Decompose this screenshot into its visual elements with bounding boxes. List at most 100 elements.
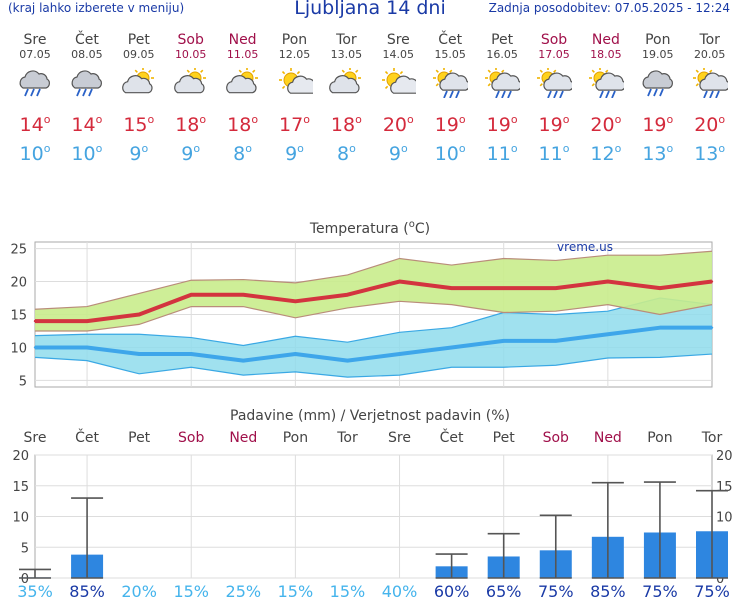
temperature-chart: Temperatura (oC) 5 10 15 20 25 vreme.us (10, 219, 714, 389)
precip-probability-label: 85% (590, 582, 626, 601)
day-date: 13.05 (330, 48, 363, 61)
data-point-min (242, 359, 245, 362)
data-point-min (294, 352, 297, 356)
min-temperature: 9o (285, 142, 304, 165)
day-name: Tor (699, 32, 720, 48)
min-temperature: 8o (336, 142, 356, 165)
day-name: Pon (281, 32, 308, 48)
data-point-max (242, 293, 245, 296)
precip-probability-label: 75% (538, 582, 574, 601)
series-line-max (35, 279, 713, 324)
day-column: Sob 10.05 18o 9o (165, 32, 217, 166)
data-point-max (398, 280, 401, 283)
day-date: 08.05 (71, 48, 103, 61)
day-column: Pon 12.05 17o 9o (269, 32, 321, 166)
y-tick-label: 20 (10, 276, 27, 291)
day-date: 12.05 (278, 48, 311, 61)
day-column: Sre 07.05 14o 10o (9, 32, 61, 166)
x-tick-label: Pet (128, 430, 151, 446)
sun-cloud-rain-icon (692, 67, 730, 99)
max-temperature: 20o (694, 113, 726, 136)
day-name: Pon (645, 32, 671, 48)
min-temperature: 11o (486, 142, 518, 165)
min-temperature: 9o (388, 142, 408, 165)
y-tick-label: 15 (10, 309, 27, 324)
data-point-min (85, 346, 89, 349)
y-tick-label: 5 (19, 374, 27, 389)
day-column: Tor 20.05 20o 13o (684, 32, 736, 166)
series-line-min (35, 325, 712, 363)
x-tick-label: Čet (75, 428, 99, 446)
precip-probability-label: 35% (17, 582, 53, 601)
sun-cloud-rain-icon (433, 67, 470, 99)
day-column: Čet 15.05 19o 10o (424, 32, 476, 166)
day-name: Ned (228, 32, 257, 48)
y-tick-label-right: 0 (716, 572, 724, 587)
data-point-max (346, 293, 349, 296)
y-tick-label-left: 10 (12, 511, 29, 526)
range-upper-min (34, 297, 713, 347)
max-temperature: 19o (434, 113, 466, 136)
precipitation-chart-title: Padavine (mm) / Verjetnost padavin (%) (230, 408, 510, 424)
data-point-max (710, 280, 714, 283)
y-tick-label-right: 15 (716, 480, 733, 495)
partly-cloudy-icon (173, 67, 206, 94)
day-name: Sre (386, 32, 410, 48)
precip-probability-label: 15% (278, 582, 314, 601)
range-lower-min (34, 353, 713, 378)
day-column: Sre 14.05 20o 9o (372, 32, 424, 166)
min-temperature: 9o (181, 142, 201, 165)
y-tick-label-left: 5 (21, 541, 29, 556)
max-temperature: 20o (382, 113, 414, 136)
data-point-min (33, 346, 37, 349)
max-temperature: 18o (227, 113, 259, 136)
x-tick-label: Tor (701, 430, 723, 446)
data-point-min (606, 333, 610, 336)
day-name: Pet (127, 32, 150, 48)
temperature-chart-title: Temperatura (oC) (309, 219, 430, 237)
min-temperature: 8o (233, 142, 252, 165)
partly-cloudy-icon (225, 67, 258, 94)
precip-probability-label: 15% (173, 582, 209, 601)
data-point-max (190, 293, 193, 296)
day-name: Sob (540, 32, 568, 48)
data-point-max (85, 319, 89, 323)
day-column: Tor 13.05 18o 8o (320, 32, 372, 166)
y-tick-label-right: 10 (716, 511, 733, 526)
min-temperature: 10o (19, 142, 51, 165)
data-point-max (137, 313, 141, 316)
x-tick-label: Sre (388, 430, 411, 446)
precip-probability-label: 40% (382, 582, 418, 601)
data-point-max (554, 286, 557, 290)
sun-cloud-icon (382, 68, 421, 94)
data-point-min (710, 326, 714, 329)
max-temperature: 19o (642, 113, 674, 136)
max-temperature: 20o (590, 113, 622, 136)
precip-probability-label: 65% (486, 582, 522, 601)
sun-cloud-rain-icon (485, 67, 522, 99)
x-tick-label: Pet (493, 430, 516, 446)
x-tick-label: Pon (647, 430, 672, 446)
max-temperature: 17o (279, 113, 310, 136)
day-column: Ned 11.05 18o 8o (217, 32, 269, 166)
location-menu-hint: (kraj lahko izberete v meniju) (8, 1, 185, 15)
data-point-min (502, 339, 505, 343)
min-temperature: 10o (71, 142, 103, 165)
x-tick-label: Tor (336, 430, 358, 446)
day-date: 20.05 (693, 48, 726, 61)
data-point-max (450, 286, 453, 290)
daily-forecast-strip: Sre 07.05 14o 10o Čet 08.05 14o 10o Pet 09.05 15o 9… (0, 22, 740, 172)
day-date: 16.05 (486, 48, 518, 61)
x-tick-label: Čet (440, 428, 464, 446)
sun-cloud-icon (278, 68, 318, 94)
day-column: Pet 09.05 15o 9o (113, 32, 165, 166)
min-temperature: 13o (694, 142, 726, 165)
max-temperature: 14o (71, 113, 103, 136)
x-tick-label: Ned (229, 430, 257, 446)
x-tick-label: Ned (594, 430, 622, 446)
day-date: 11.05 (226, 48, 259, 61)
partly-cloudy-icon (121, 67, 154, 94)
max-temperature: 18o (175, 113, 207, 136)
partly-cloudy-icon (329, 67, 362, 94)
max-temperature: 18o (330, 113, 362, 136)
